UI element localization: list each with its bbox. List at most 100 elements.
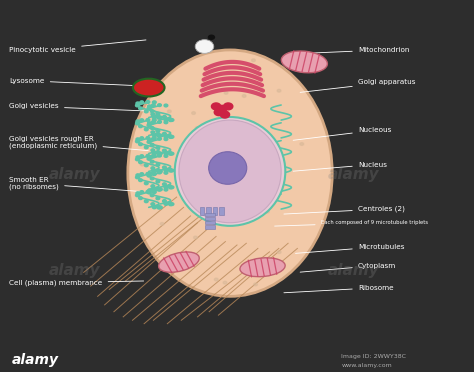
- Circle shape: [156, 151, 160, 154]
- Circle shape: [147, 124, 151, 126]
- Circle shape: [255, 170, 258, 173]
- Circle shape: [277, 89, 281, 92]
- Circle shape: [145, 182, 148, 185]
- Circle shape: [223, 281, 227, 284]
- Circle shape: [158, 104, 161, 106]
- Circle shape: [140, 155, 144, 157]
- Ellipse shape: [282, 51, 328, 73]
- Bar: [205, 225, 215, 228]
- Circle shape: [158, 188, 162, 191]
- Circle shape: [146, 119, 150, 121]
- Circle shape: [169, 136, 173, 138]
- Circle shape: [156, 129, 160, 132]
- Circle shape: [156, 115, 160, 118]
- Circle shape: [147, 174, 151, 177]
- Circle shape: [145, 128, 148, 131]
- Circle shape: [153, 137, 156, 140]
- Circle shape: [156, 205, 160, 208]
- Text: Each composed of 9 microtubule triplets: Each composed of 9 microtubule triplets: [274, 220, 428, 226]
- Circle shape: [168, 134, 172, 137]
- Circle shape: [153, 152, 156, 155]
- Circle shape: [157, 170, 161, 173]
- Circle shape: [153, 134, 156, 137]
- Circle shape: [158, 171, 161, 174]
- Circle shape: [224, 103, 233, 110]
- Circle shape: [169, 169, 173, 172]
- Circle shape: [157, 206, 161, 209]
- Circle shape: [163, 149, 166, 152]
- Circle shape: [195, 127, 199, 129]
- Circle shape: [145, 146, 148, 149]
- Circle shape: [139, 107, 142, 110]
- Circle shape: [150, 126, 154, 129]
- Circle shape: [136, 194, 139, 197]
- Circle shape: [158, 137, 161, 140]
- Text: Lysosome: Lysosome: [9, 78, 139, 86]
- Text: alamy: alamy: [328, 263, 379, 278]
- Circle shape: [147, 122, 151, 125]
- Circle shape: [169, 153, 173, 155]
- Circle shape: [139, 179, 142, 182]
- Bar: [205, 217, 215, 220]
- Circle shape: [150, 194, 154, 197]
- Circle shape: [164, 155, 168, 157]
- Bar: [213, 207, 218, 215]
- Circle shape: [170, 203, 174, 205]
- Circle shape: [147, 107, 151, 110]
- Circle shape: [136, 120, 140, 123]
- Circle shape: [242, 94, 246, 97]
- Text: Nucleus: Nucleus: [293, 161, 387, 171]
- Circle shape: [156, 163, 160, 166]
- Circle shape: [156, 187, 160, 190]
- Circle shape: [213, 180, 216, 183]
- Ellipse shape: [240, 258, 285, 277]
- Circle shape: [164, 169, 168, 171]
- Circle shape: [147, 172, 151, 175]
- Circle shape: [193, 236, 197, 239]
- Ellipse shape: [209, 152, 247, 184]
- Circle shape: [150, 160, 154, 163]
- Circle shape: [152, 138, 155, 140]
- Circle shape: [145, 164, 148, 167]
- Circle shape: [164, 138, 168, 141]
- Circle shape: [158, 116, 162, 119]
- Circle shape: [224, 92, 228, 94]
- Circle shape: [140, 191, 144, 193]
- Circle shape: [156, 147, 160, 149]
- Circle shape: [151, 113, 155, 116]
- Circle shape: [155, 112, 159, 115]
- Text: Ribosome: Ribosome: [284, 285, 393, 293]
- Circle shape: [152, 154, 155, 157]
- Circle shape: [169, 203, 173, 206]
- Circle shape: [156, 133, 160, 136]
- Circle shape: [223, 199, 227, 202]
- Circle shape: [139, 125, 142, 128]
- Circle shape: [265, 210, 269, 213]
- Circle shape: [164, 135, 168, 138]
- Circle shape: [238, 172, 242, 174]
- Text: Mitochondrion: Mitochondrion: [307, 47, 409, 53]
- Circle shape: [136, 156, 140, 158]
- Circle shape: [136, 138, 140, 141]
- Circle shape: [254, 283, 257, 286]
- Circle shape: [214, 109, 224, 116]
- Ellipse shape: [128, 50, 332, 296]
- Circle shape: [136, 104, 139, 107]
- Ellipse shape: [179, 120, 281, 223]
- Circle shape: [157, 134, 161, 137]
- Text: Golgi vesicles rough ER
(endoplasmic reticulum): Golgi vesicles rough ER (endoplasmic ret…: [9, 135, 148, 151]
- Circle shape: [208, 35, 215, 40]
- Circle shape: [163, 200, 166, 202]
- Circle shape: [145, 110, 148, 113]
- Circle shape: [147, 141, 151, 143]
- Text: alamy: alamy: [211, 167, 263, 182]
- Circle shape: [191, 142, 194, 145]
- Circle shape: [164, 203, 168, 205]
- Circle shape: [158, 154, 161, 157]
- Bar: [200, 207, 204, 215]
- Circle shape: [168, 185, 172, 187]
- Circle shape: [218, 105, 227, 112]
- Circle shape: [136, 102, 140, 105]
- Circle shape: [153, 101, 156, 104]
- Circle shape: [150, 144, 154, 146]
